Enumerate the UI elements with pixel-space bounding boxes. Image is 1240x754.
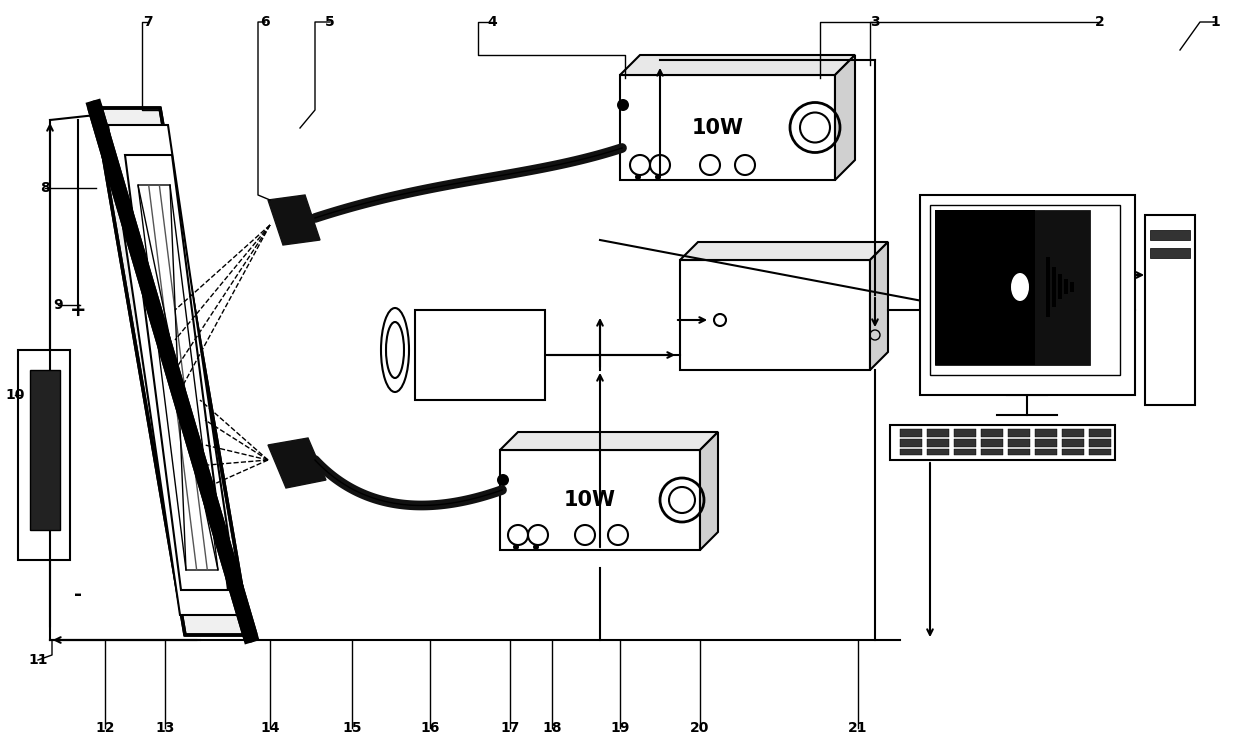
- Bar: [19, 350, 69, 560]
- Text: 21: 21: [848, 721, 868, 735]
- Bar: [1089, 429, 1111, 437]
- Text: 9: 9: [53, 298, 63, 312]
- Polygon shape: [125, 155, 228, 590]
- Text: +: +: [69, 301, 87, 320]
- Circle shape: [497, 474, 508, 486]
- Bar: [890, 425, 1115, 460]
- Polygon shape: [701, 432, 718, 550]
- Polygon shape: [138, 185, 218, 570]
- Bar: [981, 429, 1003, 437]
- Bar: [900, 449, 923, 455]
- Bar: [1047, 257, 1050, 317]
- Text: 10: 10: [5, 388, 25, 402]
- Text: 7: 7: [143, 15, 153, 29]
- Text: 19: 19: [610, 721, 630, 735]
- Bar: [1058, 274, 1061, 299]
- Bar: [1145, 215, 1195, 405]
- Bar: [620, 75, 835, 180]
- Bar: [954, 449, 976, 455]
- Circle shape: [618, 99, 629, 111]
- Text: 5: 5: [325, 15, 335, 29]
- Bar: [1089, 439, 1111, 447]
- Bar: [928, 449, 949, 455]
- Circle shape: [513, 544, 520, 550]
- Text: 18: 18: [542, 721, 562, 735]
- Polygon shape: [108, 125, 241, 615]
- Bar: [900, 439, 923, 447]
- Text: 13: 13: [155, 721, 175, 735]
- Bar: [981, 439, 1003, 447]
- Bar: [981, 449, 1003, 455]
- Text: 12: 12: [95, 721, 115, 735]
- Bar: [1008, 439, 1030, 447]
- Polygon shape: [620, 55, 856, 75]
- Text: 10W: 10W: [692, 118, 744, 137]
- Text: 6: 6: [260, 15, 270, 29]
- Bar: [1064, 279, 1068, 294]
- Text: 8: 8: [40, 181, 50, 195]
- Text: 1: 1: [1210, 15, 1220, 29]
- Bar: [935, 210, 1035, 365]
- Bar: [1070, 282, 1074, 292]
- Bar: [415, 310, 546, 400]
- Bar: [1061, 449, 1084, 455]
- Polygon shape: [95, 108, 250, 635]
- Text: 4: 4: [487, 15, 497, 29]
- Polygon shape: [870, 242, 888, 370]
- Polygon shape: [835, 55, 856, 180]
- Text: 20: 20: [691, 721, 709, 735]
- Bar: [900, 429, 923, 437]
- Bar: [1052, 267, 1056, 307]
- Bar: [500, 450, 701, 550]
- Text: 14: 14: [260, 721, 280, 735]
- Bar: [928, 429, 949, 437]
- Bar: [30, 370, 60, 530]
- Polygon shape: [268, 438, 326, 488]
- Text: 2: 2: [1095, 15, 1105, 29]
- Polygon shape: [680, 242, 888, 260]
- Text: -: -: [74, 586, 82, 605]
- Polygon shape: [268, 195, 320, 245]
- Polygon shape: [500, 432, 718, 450]
- Text: 10W: 10W: [564, 490, 616, 510]
- Text: 16: 16: [420, 721, 440, 735]
- Bar: [680, 260, 870, 370]
- Bar: [954, 439, 976, 447]
- Bar: [935, 210, 1090, 365]
- Bar: [1035, 449, 1056, 455]
- Bar: [1061, 439, 1084, 447]
- Bar: [930, 205, 1120, 375]
- Bar: [1008, 449, 1030, 455]
- Text: 3: 3: [870, 15, 880, 29]
- Bar: [1089, 449, 1111, 455]
- Bar: [954, 429, 976, 437]
- Circle shape: [533, 544, 539, 550]
- Bar: [1035, 439, 1056, 447]
- Bar: [1008, 429, 1030, 437]
- Bar: [1061, 429, 1084, 437]
- Bar: [920, 195, 1135, 395]
- Bar: [928, 439, 949, 447]
- Text: 11: 11: [29, 653, 48, 667]
- Circle shape: [655, 174, 661, 180]
- Bar: [1035, 429, 1056, 437]
- Text: 17: 17: [500, 721, 520, 735]
- Ellipse shape: [1011, 273, 1029, 301]
- Circle shape: [635, 174, 641, 180]
- Text: 15: 15: [342, 721, 362, 735]
- Bar: [1149, 248, 1190, 258]
- Bar: [1149, 230, 1190, 240]
